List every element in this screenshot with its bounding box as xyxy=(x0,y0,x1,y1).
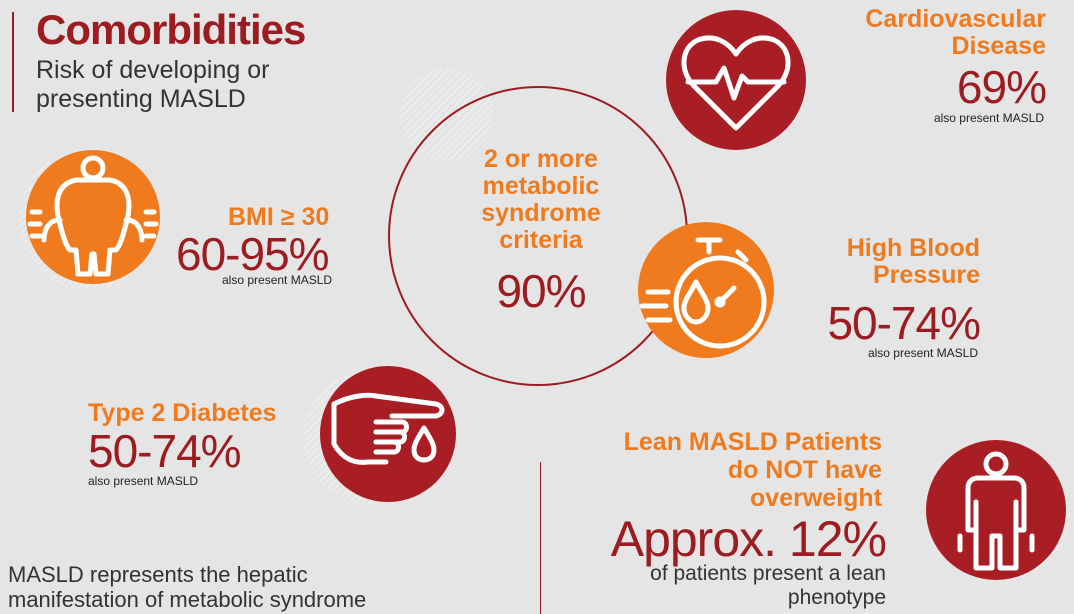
diabetes-value: 50-74% xyxy=(88,425,242,477)
diabetes-label: Type 2 Diabetes xyxy=(88,399,277,427)
divider-line xyxy=(540,462,541,614)
cardiovascular-note: also present MASLD xyxy=(933,111,1044,125)
obese-person-icon xyxy=(26,150,160,284)
bmi-label: BMI ≥ 30 xyxy=(228,203,330,231)
footer-statement: MASLD represents the hepatic manifestati… xyxy=(8,562,367,612)
bmi-value: 60-95% xyxy=(176,228,330,280)
finger-blood-drop-icon xyxy=(320,366,456,502)
lean-masld-value: Approx. 12% xyxy=(610,511,887,567)
bmi-note: also present MASLD xyxy=(222,273,333,287)
stopwatch-drop-icon xyxy=(638,222,774,358)
blood-pressure-label: High Blood Pressure xyxy=(846,234,980,289)
blood-pressure-note: also present MASLD xyxy=(867,346,978,360)
page-title: Comorbidities xyxy=(36,6,306,53)
left-accent-line xyxy=(12,12,14,112)
lean-person-icon xyxy=(926,440,1066,580)
metabolic-criteria-label: 2 or more metabolic syndrome criteria xyxy=(481,145,601,254)
blood-pressure-value: 50-74% xyxy=(827,297,981,349)
metabolic-criteria-value: 90% xyxy=(496,265,586,317)
heart-pulse-icon xyxy=(666,10,806,150)
cardiovascular-value: 69% xyxy=(956,61,1047,113)
lean-masld-note: of patients present a lean phenotype xyxy=(650,562,886,609)
lean-masld-label: Lean MASLD Patients do NOT have overweig… xyxy=(623,428,882,512)
cardiovascular-label: Cardiovascular Disease xyxy=(865,5,1046,60)
diabetes-note: also present MASLD xyxy=(88,474,199,488)
page-subtitle: Risk of developing or presenting MASLD xyxy=(36,56,270,113)
